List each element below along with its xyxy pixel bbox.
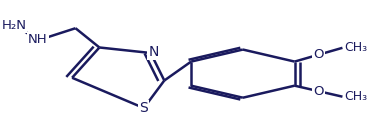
Text: H₂N: H₂N [1,19,27,32]
Text: CH₃: CH₃ [344,41,367,54]
Text: N: N [148,45,159,59]
Text: O: O [313,48,324,61]
Text: O: O [313,85,324,98]
Text: NH: NH [28,33,48,46]
Text: CH₃: CH₃ [344,90,367,103]
Text: S: S [139,101,148,115]
